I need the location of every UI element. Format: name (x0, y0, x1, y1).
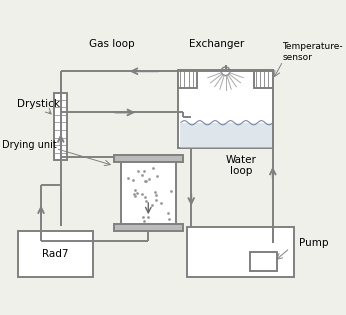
Text: Temperature-
sensor: Temperature- sensor (282, 42, 343, 62)
Bar (254, 70, 273, 89)
Bar (187, 227, 294, 277)
Bar (114, 155, 183, 162)
Bar (18, 231, 93, 277)
Text: Pump: Pump (299, 238, 328, 248)
Bar (178, 70, 273, 148)
Text: Exchanger: Exchanger (189, 39, 245, 49)
Bar (121, 162, 176, 224)
Bar (54, 93, 67, 160)
Text: Rad7: Rad7 (42, 249, 69, 259)
Bar (249, 252, 277, 271)
Text: Gas loop: Gas loop (89, 39, 135, 49)
Bar (178, 70, 197, 89)
Bar (114, 224, 183, 231)
Bar (180, 123, 273, 148)
Text: Drystick: Drystick (17, 99, 60, 109)
Text: Drying unit: Drying unit (2, 140, 57, 150)
Text: Water
loop: Water loop (226, 155, 256, 176)
